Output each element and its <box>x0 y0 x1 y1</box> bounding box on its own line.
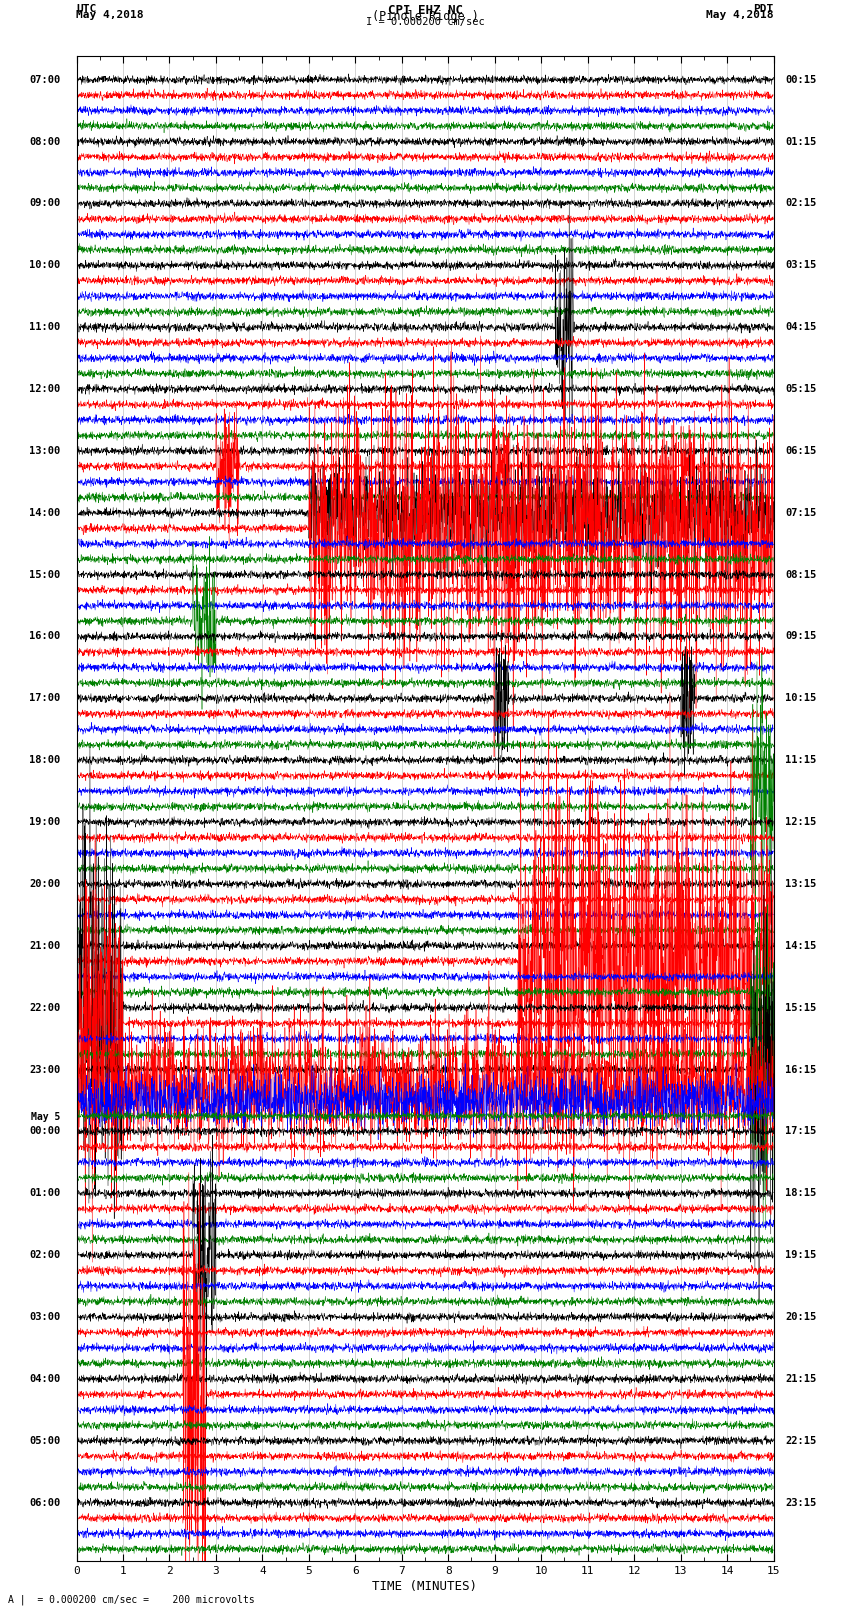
Text: 18:00: 18:00 <box>29 755 60 765</box>
Text: 02:15: 02:15 <box>785 198 816 208</box>
Text: 19:15: 19:15 <box>785 1250 816 1260</box>
Text: 22:15: 22:15 <box>785 1436 816 1445</box>
Text: 10:00: 10:00 <box>29 260 60 271</box>
Text: 23:00: 23:00 <box>29 1065 60 1074</box>
Text: 12:15: 12:15 <box>785 818 816 827</box>
Text: 00:15: 00:15 <box>785 74 816 84</box>
Text: 17:00: 17:00 <box>29 694 60 703</box>
Text: 14:00: 14:00 <box>29 508 60 518</box>
Text: 13:00: 13:00 <box>29 445 60 456</box>
Text: 18:15: 18:15 <box>785 1189 816 1198</box>
Text: 14:15: 14:15 <box>785 940 816 950</box>
Text: 06:15: 06:15 <box>785 445 816 456</box>
Text: 17:15: 17:15 <box>785 1126 816 1137</box>
Text: 09:00: 09:00 <box>29 198 60 208</box>
X-axis label: TIME (MINUTES): TIME (MINUTES) <box>372 1581 478 1594</box>
Text: 10:15: 10:15 <box>785 694 816 703</box>
Text: 07:15: 07:15 <box>785 508 816 518</box>
Text: May 4,2018: May 4,2018 <box>706 11 774 21</box>
Text: (Pinole Ridge ): (Pinole Ridge ) <box>371 11 479 24</box>
Text: 13:15: 13:15 <box>785 879 816 889</box>
Text: 05:00: 05:00 <box>29 1436 60 1445</box>
Text: A |  = 0.000200 cm/sec =    200 microvolts: A | = 0.000200 cm/sec = 200 microvolts <box>8 1594 255 1605</box>
Text: 20:15: 20:15 <box>785 1311 816 1323</box>
Text: 01:00: 01:00 <box>29 1189 60 1198</box>
Text: 06:00: 06:00 <box>29 1497 60 1508</box>
Text: 21:00: 21:00 <box>29 940 60 950</box>
Text: 22:00: 22:00 <box>29 1003 60 1013</box>
Text: 07:00: 07:00 <box>29 74 60 84</box>
Text: 09:15: 09:15 <box>785 631 816 642</box>
Text: 11:00: 11:00 <box>29 323 60 332</box>
Text: 11:15: 11:15 <box>785 755 816 765</box>
Text: 19:00: 19:00 <box>29 818 60 827</box>
Text: UTC: UTC <box>76 5 97 15</box>
Text: May 5: May 5 <box>31 1111 60 1123</box>
Text: 16:15: 16:15 <box>785 1065 816 1074</box>
Text: 21:15: 21:15 <box>785 1374 816 1384</box>
Text: 02:00: 02:00 <box>29 1250 60 1260</box>
Text: 08:00: 08:00 <box>29 137 60 147</box>
Text: 16:00: 16:00 <box>29 631 60 642</box>
Text: 23:15: 23:15 <box>785 1497 816 1508</box>
Text: May 4,2018: May 4,2018 <box>76 11 144 21</box>
Text: 04:00: 04:00 <box>29 1374 60 1384</box>
Text: 12:00: 12:00 <box>29 384 60 394</box>
Text: 03:15: 03:15 <box>785 260 816 271</box>
Text: 15:15: 15:15 <box>785 1003 816 1013</box>
Text: 05:15: 05:15 <box>785 384 816 394</box>
Text: 15:00: 15:00 <box>29 569 60 579</box>
Text: 01:15: 01:15 <box>785 137 816 147</box>
Text: 04:15: 04:15 <box>785 323 816 332</box>
Text: 00:00: 00:00 <box>29 1126 60 1137</box>
Text: PDT: PDT <box>753 5 774 15</box>
Text: 03:00: 03:00 <box>29 1311 60 1323</box>
Text: 20:00: 20:00 <box>29 879 60 889</box>
Text: 08:15: 08:15 <box>785 569 816 579</box>
Text: I = 0.000200 cm/sec: I = 0.000200 cm/sec <box>366 18 484 27</box>
Text: CPI EHZ NC: CPI EHZ NC <box>388 5 462 18</box>
